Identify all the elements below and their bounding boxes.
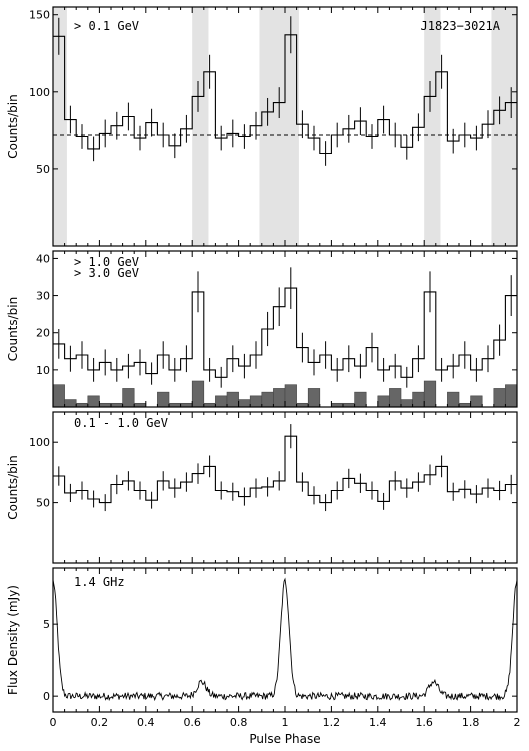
- panel2-high-energy-bar: [191, 380, 205, 408]
- panel3-ylabel: Counts/bin: [6, 455, 20, 520]
- panel2-high-energy-bar: [226, 391, 239, 408]
- panel2-high-energy-bar: [412, 391, 425, 408]
- panel2-high-energy-bar: [122, 388, 135, 408]
- panel-frames: [52, 6, 518, 713]
- panel4-radio-profile-line: [52, 577, 518, 702]
- panel4-xtick-label: 1.2: [323, 716, 341, 729]
- panel2-high-energy-bar: [447, 391, 460, 408]
- shaded-phase-region: [259, 7, 299, 246]
- panel1-ytick-label: 150: [29, 9, 50, 22]
- panel2-ytick-label: 40: [36, 252, 50, 265]
- panel2-high-energy-bar: [470, 395, 483, 408]
- panel4-xtick-label: 0.2: [91, 716, 109, 729]
- panel2-high-energy-bar: [87, 395, 100, 408]
- panel2-high-energy-bar: [284, 384, 297, 408]
- shaded-phase-region: [192, 7, 209, 246]
- panel2-high-energy-bar: [249, 395, 263, 408]
- panel2-low-energy-histogram: [53, 287, 517, 378]
- panel4-xtick-label: 1.8: [462, 716, 480, 729]
- shaded-phase-region: [53, 7, 67, 246]
- panel3-ytick-label: 100: [29, 436, 50, 449]
- shaded-regions: [53, 7, 517, 246]
- panel4-xtick-label: 2: [514, 716, 521, 729]
- panel2-high-energy-bar: [273, 388, 286, 408]
- panel4-xtick-label: 1.6: [415, 716, 433, 729]
- data-series: [52, 16, 518, 702]
- panel4-ytick-label: 5: [43, 618, 50, 631]
- panel4-xtick-label: 0: [50, 716, 57, 729]
- panel4-xtick-label: 0.8: [230, 716, 248, 729]
- panel2-high-energy-bar: [377, 395, 390, 408]
- panel2-high-energy-bar: [261, 391, 274, 408]
- panel2-high-energy-bar: [493, 388, 506, 408]
- panel2-high-energy-bar: [238, 399, 251, 408]
- panel2-high-energy-bar: [64, 399, 77, 408]
- panel2-high-energy-bar: [52, 384, 65, 408]
- panel2-energy-label-2: > 3.0 GeV: [74, 266, 139, 280]
- panel4-xtick-label: 0.4: [137, 716, 155, 729]
- panel3-ytick-label: 50: [36, 497, 50, 510]
- panel2-high-energy-bar: [157, 391, 170, 408]
- panel4-xtick-label: 0.6: [183, 716, 201, 729]
- panel1-ytick-label: 50: [36, 163, 50, 176]
- panel2-high-energy-bar: [307, 388, 321, 408]
- panel4-ytick-label: 0: [43, 690, 50, 703]
- panel1-source-label: J1823−3021A: [421, 19, 501, 33]
- panel4-ylabel: Flux Density (mJy): [6, 585, 20, 695]
- panel2-ylabel: Counts/bin: [6, 297, 20, 362]
- panel2-high-energy-bar: [354, 391, 367, 408]
- shaded-phase-region: [424, 7, 441, 246]
- panel3-energy-label: 0.1 - 1.0 GeV: [74, 416, 168, 430]
- panel4-xtick-label: 1: [282, 716, 289, 729]
- panel1-ylabel: Counts/bin: [6, 94, 20, 159]
- panel4-xlabel: Pulse Phase: [249, 732, 320, 746]
- panel1-energy-label: > 0.1 GeV: [74, 19, 139, 33]
- panel2-ytick-label: 10: [36, 364, 50, 377]
- panel4-frame: [52, 567, 518, 713]
- panel2-ytick-label: 30: [36, 290, 50, 303]
- panel4-frequency-label: 1.4 GHz: [74, 575, 125, 589]
- panel3-histogram: [53, 435, 517, 504]
- panel2-energy-label-1: > 1.0 GeV: [74, 255, 139, 269]
- panel2-high-energy-bar: [389, 388, 402, 408]
- panel1-ytick-label: 100: [29, 86, 50, 99]
- shaded-phase-region: [491, 7, 517, 246]
- panel1-histogram: [53, 34, 517, 155]
- panel2-high-energy-bar: [400, 399, 413, 408]
- panel2-high-energy-bar: [215, 395, 228, 408]
- panel2-ytick-label: 20: [36, 327, 50, 340]
- panel2-high-energy-bar: [423, 380, 437, 408]
- panel4-xtick-label: 1.4: [369, 716, 387, 729]
- panel2-high-energy-bar: [505, 384, 518, 408]
